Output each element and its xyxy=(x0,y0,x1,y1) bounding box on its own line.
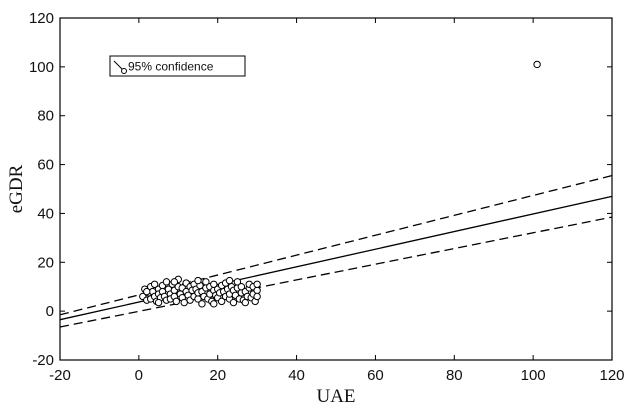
y-tick-label: 0 xyxy=(46,303,54,320)
x-tick-label: 120 xyxy=(599,367,624,384)
data-point xyxy=(533,60,541,69)
x-tick-label: 80 xyxy=(446,367,463,384)
data-point xyxy=(210,280,218,288)
data-point xyxy=(154,298,163,307)
data-points xyxy=(139,60,541,308)
data-point xyxy=(170,278,179,286)
y-tick-label: -20 xyxy=(32,352,54,369)
x-tick-label: -20 xyxy=(49,367,71,384)
x-axis-title: UAE xyxy=(316,386,355,405)
data-point xyxy=(217,297,226,306)
data-point xyxy=(150,280,159,288)
data-point xyxy=(237,283,246,291)
y-tick-label: 40 xyxy=(37,205,54,222)
data-point xyxy=(253,286,261,295)
data-point xyxy=(194,276,202,285)
legend-box xyxy=(109,55,246,77)
data-point xyxy=(172,297,181,306)
y-tick-label: 80 xyxy=(37,108,54,125)
x-tick-label: 40 xyxy=(288,367,305,384)
legend-point-symbol xyxy=(121,68,127,74)
y-tick-label: 60 xyxy=(37,157,54,174)
x-tick-label: 100 xyxy=(521,367,546,384)
y-axis-title: eGDR xyxy=(6,164,27,213)
y-tick-label: 20 xyxy=(37,254,54,271)
x-tick-label: 60 xyxy=(367,367,384,384)
data-point xyxy=(143,287,151,296)
data-point xyxy=(229,298,238,307)
data-point xyxy=(253,280,261,288)
data-point xyxy=(198,300,206,308)
axis-ticks: -20 0 20 40 60 80 100 120 -20 0 20 40 60 80 100 120 xyxy=(29,10,625,384)
data-point xyxy=(233,278,242,286)
data-point xyxy=(202,278,210,286)
data-point xyxy=(210,300,218,308)
confidence-lower-line xyxy=(59,216,613,328)
data-point xyxy=(253,292,261,301)
legend: 95% confidence xyxy=(109,55,246,77)
y-tick-label: 100 xyxy=(29,59,54,76)
confidence-upper-line xyxy=(59,174,613,316)
data-point xyxy=(241,298,250,307)
regression-lines xyxy=(59,174,613,328)
y-tick-label: 120 xyxy=(29,10,54,27)
fit-line xyxy=(59,195,613,321)
plot-frame xyxy=(59,17,613,361)
x-tick-label: 20 xyxy=(209,367,226,384)
x-tick-label: 0 xyxy=(135,367,143,384)
data-point xyxy=(225,276,234,285)
legend-label: 95% confidence xyxy=(128,60,214,74)
